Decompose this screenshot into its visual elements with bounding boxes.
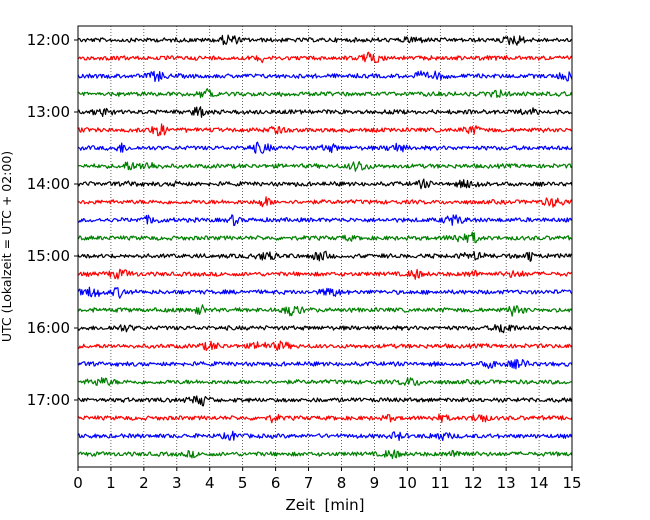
seismic-trace [77, 141, 573, 154]
x-tick-label: 9 [370, 474, 380, 492]
seismic-trace [77, 395, 573, 407]
seismic-trace [77, 340, 573, 352]
x-axis-ticks: 0 1 2 3 4 5 6 7 8 9 10 11 12 13 14 15 [73, 467, 582, 492]
seismic-trace [77, 304, 573, 317]
y-tick-label: 15:00 [27, 247, 70, 265]
seismic-trace [77, 34, 573, 46]
x-tick-label: 2 [139, 474, 149, 492]
x-tick-label: 0 [73, 474, 83, 492]
seismic-trace [77, 430, 573, 442]
seismic-trace [77, 51, 573, 64]
seismic-trace [77, 88, 573, 99]
seismic-trace [77, 160, 573, 172]
x-tick-label: 11 [431, 474, 450, 492]
x-tick-label: 14 [530, 474, 549, 492]
x-tick-label: 4 [205, 474, 215, 492]
x-tick-label: 1 [106, 474, 116, 492]
seismic-trace [77, 231, 573, 244]
x-tick-label: 3 [172, 474, 182, 492]
seismic-trace [77, 250, 573, 262]
seismic-trace [77, 123, 573, 137]
seismic-trace [77, 70, 573, 83]
y-tick-label: 14:00 [27, 175, 70, 193]
seismic-trace [77, 214, 573, 227]
x-tick-label: 6 [271, 474, 281, 492]
seismic-trace [77, 196, 573, 208]
x-tick-label: 7 [304, 474, 314, 492]
x-tick-label: 15 [562, 474, 581, 492]
y-axis-ticks: 12:00 13:00 14:00 15:00 16:00 17:00 [27, 31, 78, 409]
y-tick-label: 16:00 [27, 319, 70, 337]
x-axis-label: Zeit [min] [285, 496, 364, 514]
x-tick-label: 12 [464, 474, 483, 492]
seismic-trace [77, 106, 573, 118]
seismic-trace [77, 178, 573, 190]
y-tick-label: 17:00 [27, 391, 70, 409]
helicorder-traces [77, 34, 573, 460]
x-tick-label: 10 [398, 474, 417, 492]
seismic-trace [77, 449, 573, 460]
seismic-trace [77, 358, 573, 370]
seismic-trace [77, 324, 573, 334]
seismic-trace [77, 377, 573, 387]
y-axis-label: UTC (Lokalzeit = UTC + 02:00) [0, 151, 14, 342]
y-tick-label: 12:00 [27, 31, 70, 49]
x-tick-label: 13 [497, 474, 516, 492]
seismic-trace [77, 286, 573, 299]
seismic-trace [77, 413, 573, 424]
y-tick-label: 13:00 [27, 103, 70, 121]
x-tick-label: 8 [337, 474, 347, 492]
seismic-trace [77, 268, 573, 280]
x-tick-label: 5 [238, 474, 248, 492]
plot-frame [77, 25, 573, 468]
